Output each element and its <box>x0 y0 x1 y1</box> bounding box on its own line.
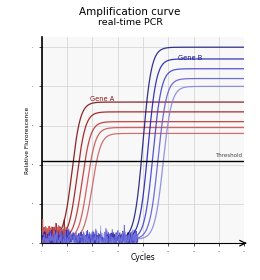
Y-axis label: Relative Flurorescence: Relative Flurorescence <box>25 107 30 174</box>
Text: Amplification curve: Amplification curve <box>79 7 181 17</box>
Text: Threshold: Threshold <box>214 153 242 158</box>
Text: Gene A: Gene A <box>90 96 114 102</box>
Text: real-time PCR: real-time PCR <box>98 18 162 27</box>
Text: Gene B: Gene B <box>178 55 203 61</box>
X-axis label: Cycles: Cycles <box>131 253 155 262</box>
